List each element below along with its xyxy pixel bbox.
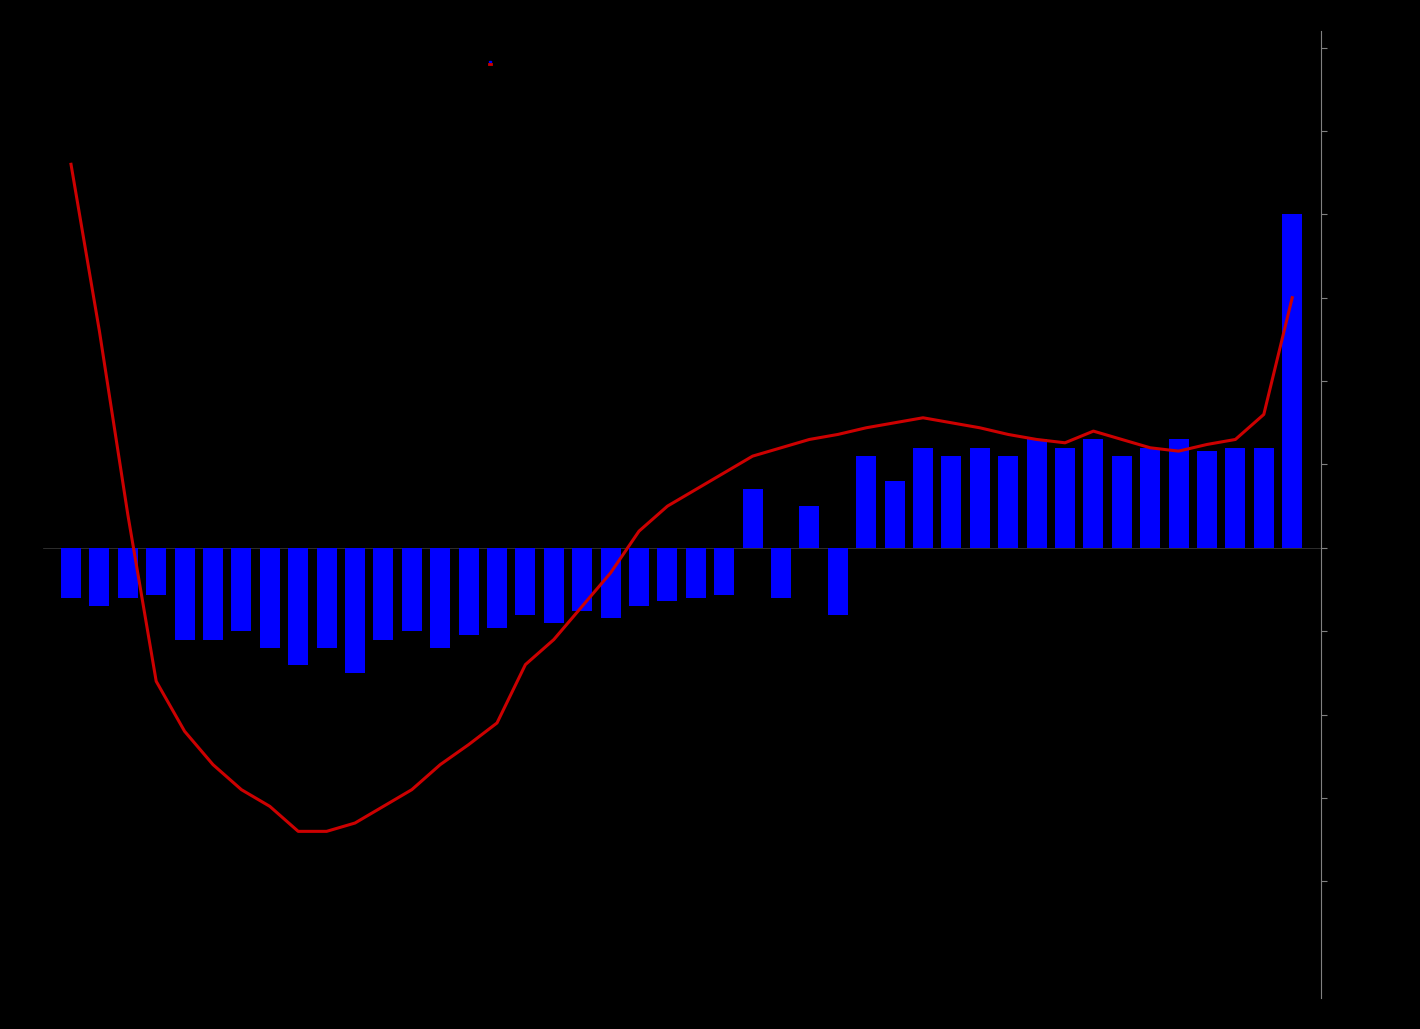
Bar bbox=[260, 547, 280, 648]
Bar bbox=[1169, 439, 1189, 547]
Bar bbox=[1140, 448, 1160, 547]
Bar bbox=[913, 448, 933, 547]
Bar bbox=[373, 547, 393, 640]
Bar bbox=[487, 547, 507, 628]
Bar bbox=[998, 456, 1018, 547]
Bar bbox=[430, 547, 450, 648]
Bar bbox=[1055, 448, 1075, 547]
Bar bbox=[629, 547, 649, 606]
Bar bbox=[714, 547, 734, 595]
Bar bbox=[203, 547, 223, 640]
Bar bbox=[402, 547, 422, 631]
Bar bbox=[146, 547, 166, 595]
Bar bbox=[941, 456, 961, 547]
Bar bbox=[1282, 214, 1302, 547]
Bar bbox=[288, 547, 308, 665]
Bar bbox=[771, 547, 791, 598]
Bar bbox=[657, 547, 677, 601]
Bar bbox=[885, 482, 905, 547]
Bar bbox=[231, 547, 251, 631]
Bar bbox=[799, 506, 819, 547]
Bar bbox=[1197, 451, 1217, 547]
Bar bbox=[856, 456, 876, 547]
Bar bbox=[1083, 439, 1103, 547]
Bar bbox=[601, 547, 621, 617]
Bar bbox=[175, 547, 195, 640]
Bar bbox=[743, 490, 763, 547]
Bar bbox=[459, 547, 479, 635]
Bar bbox=[1027, 439, 1047, 547]
Bar bbox=[89, 547, 109, 606]
Bar bbox=[828, 547, 848, 614]
Bar bbox=[345, 547, 365, 673]
Bar bbox=[970, 448, 990, 547]
Bar bbox=[118, 547, 138, 598]
Bar bbox=[1225, 448, 1245, 547]
Legend: , : , bbox=[488, 61, 491, 66]
Bar bbox=[1112, 456, 1132, 547]
Bar bbox=[544, 547, 564, 623]
Bar bbox=[686, 547, 706, 598]
Bar bbox=[61, 547, 81, 598]
Bar bbox=[317, 547, 337, 648]
Bar bbox=[572, 547, 592, 611]
Bar bbox=[515, 547, 535, 614]
Bar bbox=[1254, 448, 1274, 547]
